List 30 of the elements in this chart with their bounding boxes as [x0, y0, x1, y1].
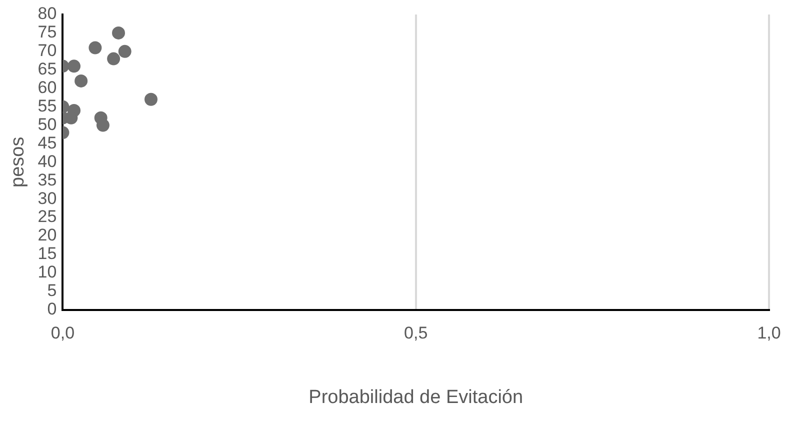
y-tick-label: 65: [38, 60, 57, 79]
point: [107, 52, 120, 66]
y-tick-label: 15: [38, 244, 57, 264]
y-tick-label: 70: [38, 41, 57, 60]
y-tick-label: 40: [38, 152, 57, 171]
x-tick-label: 0,0: [50, 324, 75, 343]
y-tick-label: 35: [38, 170, 57, 190]
y-tick-label: 25: [38, 207, 57, 226]
y-tick-label: 75: [38, 22, 57, 42]
point: [88, 41, 102, 54]
y-tick-label: 0: [47, 299, 57, 318]
y-tick-label: 80: [38, 4, 57, 24]
y-tick-label: 55: [38, 96, 57, 116]
point: [74, 74, 88, 88]
y-tick-label: 50: [38, 114, 57, 134]
point: [118, 44, 132, 58]
y-tick-label: 45: [38, 133, 57, 152]
y-tick-label: 5: [47, 281, 57, 300]
point: [96, 118, 110, 132]
point: [112, 26, 126, 40]
x-axis-title: Probabilidad de Evitación: [308, 386, 524, 408]
y-tick-label: 30: [38, 188, 57, 208]
point: [144, 92, 158, 106]
y-axis-title: pesos: [8, 136, 29, 188]
x-tick-label: 0,5: [404, 324, 428, 343]
y-tick-label: 20: [38, 226, 57, 245]
x-tick-label: 1,0: [757, 324, 781, 343]
point: [68, 60, 81, 73]
y-tick-label: 60: [38, 78, 57, 98]
y-tick-label: 10: [38, 262, 57, 282]
